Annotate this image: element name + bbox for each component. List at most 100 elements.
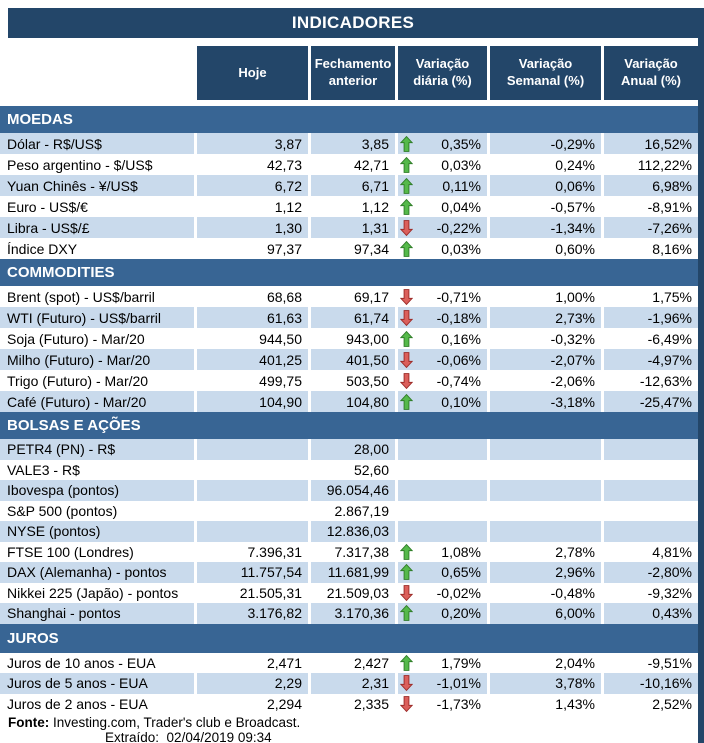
cell-variacao-semanal bbox=[490, 460, 601, 481]
trend-up-icon bbox=[400, 135, 413, 152]
cell-variacao-semanal: 1,43% bbox=[555, 695, 595, 712]
cell-variacao-anual bbox=[604, 460, 698, 481]
cell-variacao-diaria bbox=[398, 480, 487, 501]
cell-variacao-anual: 0,43% bbox=[604, 603, 698, 624]
cell-hoje: 2,29 bbox=[197, 673, 308, 694]
variacao-diaria-value: 0,10% bbox=[441, 393, 481, 410]
cell-variacao-diaria: -0,71% bbox=[398, 286, 487, 307]
source-line: Fonte: Investing.com, Trader's club e Br… bbox=[8, 716, 300, 730]
column-header-hoje: Hoje bbox=[197, 46, 308, 100]
cell-label: Índice DXY bbox=[7, 240, 78, 257]
cell-label: PETR4 (PN) - R$ bbox=[0, 439, 194, 460]
cell-hoje: 61,63 bbox=[197, 307, 308, 328]
variacao-diaria-value: -0,02% bbox=[436, 584, 481, 601]
cell-fechamento-anterior: 42,71 bbox=[353, 156, 389, 173]
cell-variacao-diaria: 0,03% bbox=[398, 154, 487, 175]
cell-fechamento-anterior: 1,12 bbox=[361, 198, 389, 215]
cell-fechamento-anterior: 7.317,38 bbox=[334, 543, 390, 560]
cell-variacao-anual: -25,47% bbox=[604, 391, 698, 412]
trend-up-icon bbox=[400, 330, 413, 347]
page-title: INDICADORES bbox=[8, 8, 698, 38]
table-row: Libra - US$/£ 1,30 1,31 -0,22% -1,34% -7,26% bbox=[0, 217, 698, 238]
cell-variacao-semanal bbox=[490, 501, 601, 522]
cell-variacao-diaria: 0,16% bbox=[398, 328, 487, 349]
cell-variacao-diaria: 0,04% bbox=[398, 196, 487, 217]
column-header-fechamento-anterior: Fechamento anterior bbox=[311, 46, 395, 100]
trend-up-icon bbox=[400, 654, 413, 671]
cell-variacao-semanal: 1,00% bbox=[555, 288, 595, 305]
column-header-variacao-semanal: Variação Semanal (%) bbox=[490, 46, 601, 100]
cell-variacao-semanal: -0,29% bbox=[490, 133, 601, 154]
table-row: Trigo (Futuro) - Mar/20 499,75 503,50 -0,74… bbox=[0, 370, 698, 391]
trend-down-icon bbox=[400, 695, 413, 712]
cell-variacao-diaria bbox=[398, 439, 487, 460]
cell-hoje bbox=[197, 439, 308, 460]
section-bolsas-e-acoes: BOLSAS E AÇÕES PETR4 (PN) - R$ 28,00 VALE3 … bbox=[0, 412, 698, 624]
cell-variacao-diaria: -0,06% bbox=[398, 349, 487, 370]
trend-up-icon bbox=[400, 240, 413, 257]
cell-label: S&P 500 (pontos) bbox=[7, 502, 118, 519]
cell-variacao-semanal: -3,18% bbox=[490, 391, 601, 412]
table-row: PETR4 (PN) - R$ 28,00 bbox=[0, 439, 698, 460]
cell-variacao-anual bbox=[604, 480, 698, 501]
cell-fechamento-anterior: 2,427 bbox=[353, 654, 389, 671]
cell-variacao-diaria: 0,10% bbox=[398, 391, 487, 412]
cell-variacao-diaria bbox=[398, 521, 487, 542]
cell-fechamento-anterior: 28,00 bbox=[311, 439, 395, 460]
cell-variacao-semanal: -0,57% bbox=[550, 198, 595, 215]
cell-fechamento-anterior: 943,00 bbox=[346, 330, 389, 347]
cell-variacao-semanal: 2,96% bbox=[490, 562, 601, 583]
cell-variacao-anual: -9,32% bbox=[647, 584, 692, 601]
cell-fechamento-anterior: 2,335 bbox=[353, 695, 389, 712]
cell-label: Ibovespa (pontos) bbox=[0, 480, 194, 501]
right-edge-border bbox=[698, 8, 704, 743]
table-row: Soja (Futuro) - Mar/20 944,50 943,00 0,16% -… bbox=[0, 328, 698, 349]
cell-label: Milho (Futuro) - Mar/20 bbox=[0, 349, 194, 370]
trend-down-icon bbox=[400, 372, 413, 389]
cell-hoje: 2,294 bbox=[266, 695, 302, 712]
cell-variacao-anual: 16,52% bbox=[604, 133, 698, 154]
column-header-variacao-diaria: Variação diária (%) bbox=[398, 46, 487, 100]
column-header-variacao-anual: Variação Anual (%) bbox=[604, 46, 698, 100]
table-row: Dólar - R$/US$ 3,87 3,85 0,35% -0,29% 16,52% bbox=[0, 133, 698, 154]
table-row: DAX (Alemanha) - pontos 11.757,54 11.681,9… bbox=[0, 562, 698, 583]
cell-variacao-semanal: 0,60% bbox=[555, 240, 595, 257]
cell-variacao-semanal: 2,78% bbox=[555, 543, 595, 560]
variacao-diaria-value: -1,73% bbox=[436, 695, 481, 712]
cell-label: Euro - US$/€ bbox=[7, 198, 88, 215]
table-row: Peso argentino - $/US$ 42,73 42,71 0,03% 0,2… bbox=[0, 154, 698, 175]
cell-label: VALE3 - R$ bbox=[7, 461, 80, 478]
cell-fechamento-anterior: 104,80 bbox=[311, 391, 395, 412]
cell-hoje: 2,471 bbox=[266, 654, 302, 671]
cell-variacao-anual: 2,52% bbox=[652, 695, 692, 712]
cell-variacao-semanal: 2,73% bbox=[490, 307, 601, 328]
trend-down-icon bbox=[400, 675, 413, 692]
cell-label: FTSE 100 (Londres) bbox=[7, 543, 134, 560]
cell-hoje: 499,75 bbox=[259, 372, 302, 389]
cell-label: Soja (Futuro) - Mar/20 bbox=[7, 330, 145, 347]
section-commodities: COMMODITIES Brent (spot) - US$/barril 68,6… bbox=[0, 259, 698, 412]
cell-hoje: 944,50 bbox=[259, 330, 302, 347]
variacao-diaria-value: -0,74% bbox=[436, 372, 481, 389]
table-row: Euro - US$/€ 1,12 1,12 0,04% -0,57% -8,91% bbox=[0, 196, 698, 217]
cell-fechamento-anterior: 6,71 bbox=[311, 175, 395, 196]
trend-down-icon bbox=[400, 219, 413, 236]
cell-variacao-anual bbox=[604, 521, 698, 542]
trend-down-icon bbox=[400, 584, 413, 601]
cell-label: Nikkei 225 (Japão) - pontos bbox=[7, 584, 179, 601]
variacao-diaria-value: 0,11% bbox=[442, 177, 481, 194]
cell-label: Yuan Chinês - ¥/US$ bbox=[0, 175, 194, 196]
variacao-diaria-value: 0,04% bbox=[441, 198, 481, 215]
cell-fechamento-anterior: 21.509,03 bbox=[326, 584, 389, 601]
section-moedas: MOEDAS Dólar - R$/US$ 3,87 3,85 0,35% -0,29% 1… bbox=[0, 106, 698, 259]
variacao-diaria-value: -0,06% bbox=[436, 351, 481, 368]
cell-hoje: 21.505,31 bbox=[239, 584, 302, 601]
trend-up-icon bbox=[400, 564, 413, 581]
variacao-diaria-value: 0,35% bbox=[441, 135, 481, 152]
cell-variacao-anual: 112,22% bbox=[637, 156, 692, 173]
table-row: WTI (Futuro) - US$/barril 61,63 61,74 -0,18… bbox=[0, 307, 698, 328]
extracted-datetime: 02/04/2019 09:34 bbox=[166, 730, 272, 743]
table-row: Juros de 2 anos - EUA 2,294 2,335 -1,73% 1,4… bbox=[0, 693, 698, 714]
cell-variacao-anual: -9,51% bbox=[647, 654, 692, 671]
cell-variacao-diaria: 0,35% bbox=[398, 133, 487, 154]
